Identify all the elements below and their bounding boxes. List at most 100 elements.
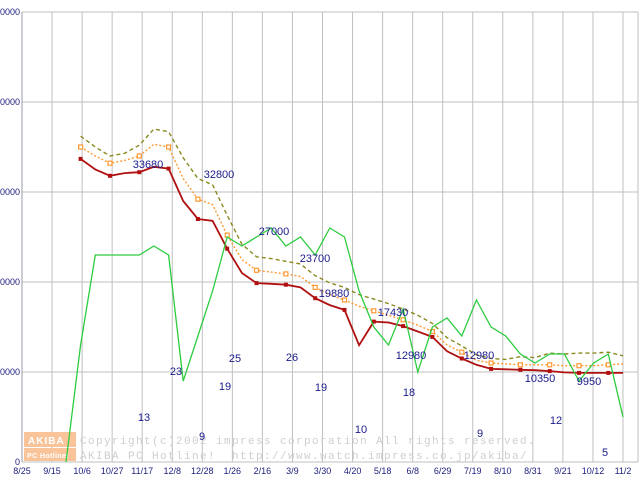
series-marker-lowest-price <box>225 246 230 251</box>
series-marker-lowest-price <box>547 369 552 374</box>
series-marker-lowest-price <box>430 334 435 339</box>
series-marker-average-price <box>283 271 289 277</box>
series-marker-average-price <box>195 196 201 202</box>
series-marker-average-price <box>341 297 348 303</box>
series-marker-average-price <box>107 160 113 166</box>
data-label-shop-count: 10 <box>355 424 367 436</box>
watermark-badge <box>24 432 76 447</box>
series-line-lowest-price <box>80 158 623 374</box>
series-marker-average-price <box>253 267 260 273</box>
data-label-shop-count: 5 <box>602 447 608 459</box>
series-marker-lowest-price <box>166 166 171 171</box>
series-marker-lowest-price <box>577 370 581 375</box>
data-label-shop-count: 12 <box>550 415 562 427</box>
series-lines <box>65 128 624 463</box>
series-marker-lowest-price <box>459 356 464 361</box>
data-label-lowest-price: 27000 <box>259 226 290 238</box>
x-tick-label: 8/31 <box>524 466 542 476</box>
x-tick-label: 12/8 <box>164 466 182 476</box>
watermark-badge-line1: AKIBA <box>28 436 65 447</box>
x-tick-label: 11/2 <box>615 466 632 476</box>
series-marker-lowest-price <box>108 173 112 178</box>
series-marker-average-price <box>517 362 524 368</box>
data-label-lowest-price: 12980 <box>464 350 495 362</box>
data-label-shop-count: 18 <box>403 387 415 399</box>
x-tick-label: 12/28 <box>191 466 214 476</box>
data-label-lowest-price: 33680 <box>133 159 164 171</box>
x-tick-label: 4/20 <box>344 466 362 476</box>
x-tick-label: 9/15 <box>43 466 61 476</box>
watermark-line2: AKIBA PC Hotline! http://www.watch.impre… <box>80 451 528 463</box>
x-tick-label: 3/9 <box>286 466 299 476</box>
y-tick-label: 40000 <box>0 97 20 107</box>
watermark-line1: Copyright(c)2002 impress corporation All… <box>80 436 536 448</box>
data-label-shop-count: 9 <box>199 431 205 443</box>
x-tick-label: 1/26 <box>224 466 242 476</box>
series-marker-average-price <box>605 362 611 368</box>
x-axis-ticks: 8/25 9/15 10/6 10/27 11/17 12/8 12/28 1/26 2/16 3… <box>13 466 631 476</box>
data-label-lowest-price: 23700 <box>300 253 331 265</box>
series-line-average-price <box>80 143 624 367</box>
x-tick-label: 8/25 <box>13 466 31 476</box>
series-marker-average-price <box>166 144 172 150</box>
x-tick-label: 5/18 <box>374 466 392 476</box>
series-marker-lowest-price <box>283 282 288 287</box>
y-tick-label: 0 <box>15 457 20 467</box>
data-label-lowest-price: 9950 <box>577 376 601 388</box>
x-tick-label: 11/17 <box>131 466 153 476</box>
data-label-lowest-price: 19880 <box>319 288 350 300</box>
x-tick-label: 9/21 <box>554 466 572 476</box>
x-tick-label: 10/12 <box>582 466 605 476</box>
series-marker-lowest-price <box>606 370 611 375</box>
x-tick-label: 6/8 <box>406 466 419 476</box>
data-label-shop-count: 13 <box>138 412 150 424</box>
x-tick-label: 7/19 <box>464 466 482 476</box>
x-tick-label: 6/29 <box>434 466 452 476</box>
data-label-lowest-price: 32800 <box>204 169 235 181</box>
series-marker-average-price <box>312 284 318 290</box>
y-tick-label: 10000 <box>0 367 20 377</box>
data-label-shop-count: 23 <box>170 366 182 378</box>
series-line-shop-count <box>65 227 624 463</box>
series-marker-lowest-price <box>254 281 259 286</box>
series-marker-average-price <box>547 362 553 368</box>
series-marker-average-price <box>576 363 582 369</box>
watermark: AKIBA PC Hotline! Copyright(c)2002 impress… <box>24 432 536 463</box>
data-label-shop-count: 26 <box>286 352 298 364</box>
series-marker-average-price <box>136 153 142 159</box>
data-label-lowest-price: 12980 <box>396 350 427 362</box>
y-tick-label: 30000 <box>0 187 20 197</box>
watermark-badge-line2: PC Hotline! <box>27 453 69 460</box>
y-tick-label: 20000 <box>0 277 20 287</box>
x-tick-label: 2/16 <box>254 466 272 476</box>
data-label-shop-count: 9 <box>477 428 483 440</box>
series-marker-lowest-price <box>371 319 376 324</box>
series-marker-lowest-price <box>518 367 523 372</box>
series-line-highest-price <box>80 128 624 361</box>
x-tick-label: 10/27 <box>101 466 124 476</box>
data-label-shop-count: 25 <box>229 353 241 365</box>
series-marker-average-price <box>459 349 465 355</box>
watermark-badge <box>24 448 76 461</box>
series-marker-lowest-price <box>342 307 347 312</box>
x-tick-label: 3/30 <box>314 466 332 476</box>
x-tick-label: 10/6 <box>73 466 91 476</box>
data-labels: 33680 32800 27000 23700 19880 17430 12980 12980… <box>133 159 608 459</box>
series-marker-average-price <box>77 144 84 150</box>
x-tick-label: 8/10 <box>494 466 512 476</box>
data-label-lowest-price: 10350 <box>525 373 556 385</box>
series-marker-lowest-price <box>313 296 318 301</box>
data-label-lowest-price: 17430 <box>378 307 409 319</box>
series-marker-lowest-price <box>401 324 406 329</box>
series-marker-lowest-price <box>489 366 494 371</box>
series-marker-lowest-price <box>195 217 200 221</box>
data-label-shop-count: 19 <box>315 382 327 394</box>
gridlines <box>21 11 639 463</box>
series-marker-average-price <box>371 308 377 314</box>
series-marker-lowest-price <box>137 170 142 175</box>
data-label-shop-count: 19 <box>219 381 231 393</box>
